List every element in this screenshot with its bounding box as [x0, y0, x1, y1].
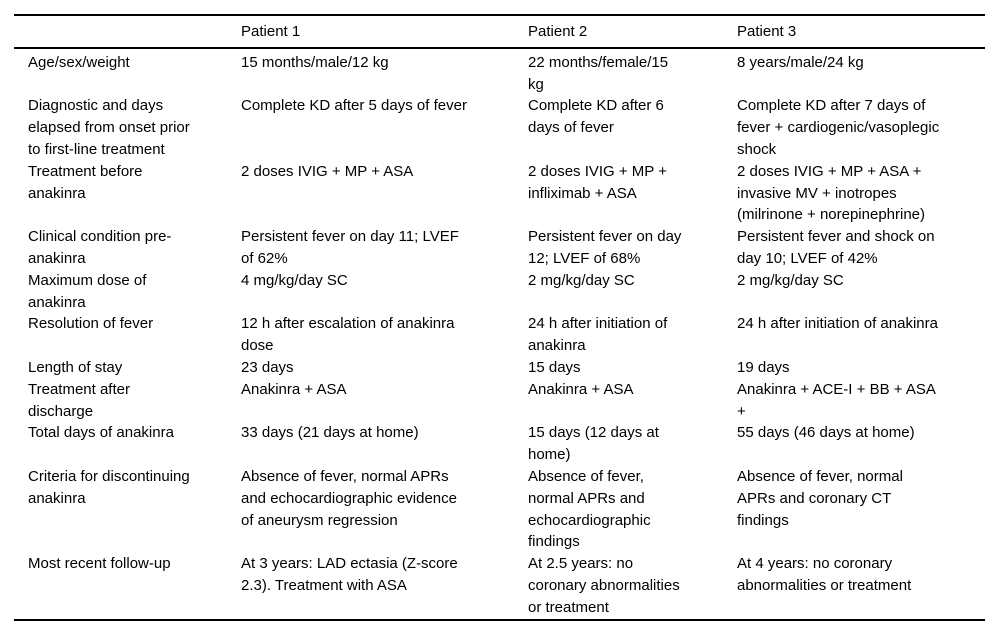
patient2-cell: 2 mg/kg/day SC [528, 271, 635, 289]
patient-comparison-table: Patient 1 Patient 2 Patient 3 Age/sex/we… [14, 14, 985, 621]
row-label-cell: Criteria for discontinuing anakinra [28, 467, 190, 507]
patient3-cell: Absence of fever, normal APRs and corona… [737, 467, 903, 529]
patient3-cell: 19 days [737, 358, 790, 376]
patient3-cell: 2 mg/kg/day SC [737, 271, 844, 289]
patient2-cell: 15 days (12 days at home) [528, 424, 659, 464]
patient3-cell: Persistent fever and shock on day 10; LV… [737, 228, 935, 267]
patient2-cell: 15 days [528, 358, 581, 376]
header-cell-empty [14, 15, 241, 49]
patient2-cell: 24 h after initiation of anakinra [528, 315, 668, 355]
table-row-age-sex-weight: Age/sex/weight 15 months/male/12 kg 22 m… [14, 48, 985, 96]
header-cell-patient2: Patient 2 [528, 15, 737, 49]
patient2-cell: 2 doses IVIG + MP + infliximab + ASA [528, 162, 667, 202]
patient2-cell: Absence of fever, normal APRs and echoca… [528, 467, 651, 551]
patient3-cell: 8 years/male/24 kg [737, 53, 864, 71]
patient1-cell: 2 doses IVIG + MP + ASA [241, 162, 414, 180]
paper-table-page: Patient 1 Patient 2 Patient 3 Age/sex/we… [0, 14, 1000, 621]
patient1-cell: 23 days [241, 358, 294, 376]
header-cell-patient1: Patient 1 [241, 15, 528, 49]
patient3-cell: At 4 years: no coronary abnormalities or… [737, 555, 912, 594]
patient2-cell: 22 months/female/15 kg [528, 53, 669, 93]
row-label-cell: Length of stay [28, 358, 123, 376]
patient1-cell: Complete KD after 5 days of fever [241, 97, 467, 115]
row-label-cell: Treatment before anakinra [28, 162, 143, 202]
patient1-cell: Absence of fever, normal APRs and echoca… [241, 467, 457, 529]
patient1-cell: Anakinra + ASA [241, 380, 347, 398]
header-cell-patient3: Patient 3 [737, 15, 985, 49]
patient2-cell: Persistent fever on day 12; LVEF of 68% [528, 228, 682, 267]
patient3-cell: 55 days (46 days at home) [737, 424, 915, 442]
table-row-maximum-dose: Maximum dose of anakinra 4 mg/kg/day SC … [14, 270, 985, 314]
patient3-cell: 2 doses IVIG + MP + ASA + invasive MV + … [737, 162, 926, 224]
header-row: Patient 1 Patient 2 Patient 3 [14, 15, 985, 49]
patient1-cell: 4 mg/kg/day SC [241, 271, 348, 289]
table-row-total-days: Total days of anakinra 33 days (21 days … [14, 422, 985, 466]
row-label-cell: Total days of anakinra [28, 424, 174, 442]
patient3-cell: Anakinra + ACE-I + BB + ASA + [737, 380, 936, 420]
patient1-cell: 12 h after escalation of anakinra dose [241, 315, 455, 355]
patient2-cell: Anakinra + ASA [528, 380, 634, 398]
table-body: Age/sex/weight 15 months/male/12 kg 22 m… [14, 48, 985, 620]
table-row-treatment-after-discharge: Treatment after discharge Anakinra + ASA… [14, 379, 985, 423]
row-label-cell: Treatment after discharge [28, 380, 130, 420]
row-label-cell: Most recent follow-up [28, 555, 171, 573]
patient1-cell: 33 days (21 days at home) [241, 424, 419, 442]
table-row-resolution-of-fever: Resolution of fever 12 h after escalatio… [14, 313, 985, 357]
row-label-cell: Resolution of fever [28, 315, 154, 333]
row-label-cell: Diagnostic and days elapsed from onset p… [28, 97, 190, 158]
patient2-cell: Complete KD after 6 days of fever [528, 97, 664, 137]
row-label-cell: Age/sex/weight [28, 53, 130, 71]
patient1-cell: At 3 years: LAD ectasia (Z-score 2.3). T… [241, 555, 458, 594]
table-row-recent-follow-up: Most recent follow-up At 3 years: LAD ec… [14, 553, 985, 619]
table-row-discontinuing-criteria: Criteria for discontinuing anakinra Abse… [14, 466, 985, 553]
patient3-cell: Complete KD after 7 days of fever + card… [737, 97, 940, 158]
table-row-treatment-before: Treatment before anakinra 2 doses IVIG +… [14, 161, 985, 226]
patient1-cell: Persistent fever on day 11; LVEF of 62% [241, 228, 459, 267]
table-row-length-of-stay: Length of stay 23 days 15 days 19 days [14, 357, 985, 379]
table-row-clinical-condition: Clinical condition pre- anakinra Persist… [14, 226, 985, 270]
table-row-diagnostic: Diagnostic and days elapsed from onset p… [14, 95, 985, 160]
patient3-cell: 24 h after initiation of anakinra [737, 315, 938, 333]
patient2-cell: At 2.5 years: no coronary abnormalities … [528, 555, 680, 616]
table-header: Patient 1 Patient 2 Patient 3 [14, 15, 985, 49]
patient1-cell: 15 months/male/12 kg [241, 53, 389, 71]
row-label-cell: Maximum dose of anakinra [28, 271, 147, 311]
row-label-cell: Clinical condition pre- anakinra [28, 228, 172, 267]
